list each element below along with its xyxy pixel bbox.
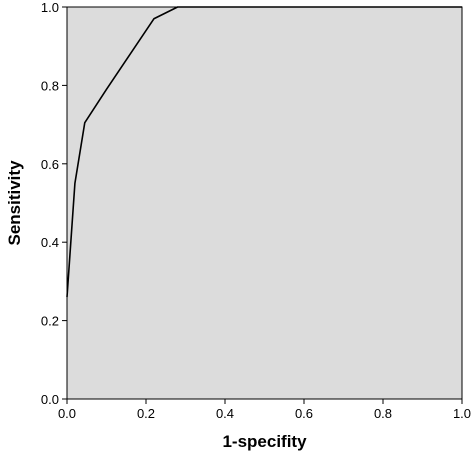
roc-curve-line — [66, 6, 462, 298]
x-tick-label: 0.4 — [216, 406, 234, 421]
plot-area — [66, 6, 463, 400]
y-tick-label: 0.6 — [41, 157, 59, 172]
series-layer — [66, 6, 462, 298]
x-axis-title: 1-specifity — [222, 432, 307, 451]
x-tick-label: 0.2 — [137, 406, 155, 421]
x-tick-label: 0.8 — [374, 406, 392, 421]
y-tick-label: 1.0 — [41, 0, 59, 15]
x-axis-ticks: 0.0 0.2 0.4 0.6 0.8 1.0 — [58, 399, 471, 421]
y-tick-label: 0.2 — [41, 314, 59, 329]
y-axis-ticks: 0.0 0.2 0.4 0.6 0.8 1.0 — [41, 0, 67, 407]
y-tick-label: 0.4 — [41, 235, 59, 250]
y-tick-label: 0.8 — [41, 78, 59, 93]
y-axis-title: Sensitivity — [5, 160, 24, 246]
x-tick-label: 0.6 — [295, 406, 313, 421]
y-tick-label: 0.0 — [41, 392, 59, 407]
x-tick-label: 1.0 — [453, 406, 471, 421]
x-tick-label: 0.0 — [58, 406, 76, 421]
